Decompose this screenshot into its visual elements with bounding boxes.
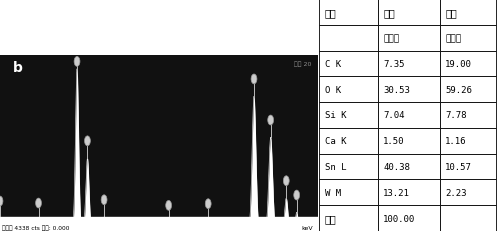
Bar [0,217,318,231]
Text: 100.00: 100.00 [383,214,416,223]
Circle shape [284,176,289,186]
Bar [440,26,496,51]
Text: 7.78: 7.78 [446,111,467,120]
Bar [440,128,496,154]
Text: 百分比: 百分比 [383,34,400,43]
Circle shape [294,190,300,200]
Text: 40.38: 40.38 [383,162,410,171]
Text: 7.35: 7.35 [383,60,404,69]
Circle shape [166,201,172,210]
Bar [320,180,378,205]
Bar [440,205,496,231]
Bar [378,154,440,180]
Text: 谱图 20: 谱图 20 [294,61,311,66]
Text: Sn L: Sn L [325,162,346,171]
Bar [320,0,378,26]
Text: W M: W M [325,188,341,197]
Text: 1.16: 1.16 [446,137,467,146]
Text: 满量程 4338 cts 光标: 0.000: 满量程 4338 cts 光标: 0.000 [2,224,70,230]
Text: 30.53: 30.53 [383,85,410,94]
Bar [440,77,496,103]
Bar [320,103,378,128]
Text: 原子: 原子 [446,8,457,18]
Bar [378,180,440,205]
Text: 19.00: 19.00 [446,60,472,69]
Bar [378,103,440,128]
Bar [440,0,496,26]
Text: keV: keV [301,225,312,230]
Text: 总量: 总量 [325,213,336,223]
Text: b: b [12,61,22,75]
Text: 1.50: 1.50 [383,137,404,146]
Circle shape [84,136,90,146]
Bar [320,205,378,231]
Bar [378,77,440,103]
Circle shape [268,116,274,125]
Bar [378,51,440,77]
Bar [378,26,440,51]
Bar [440,51,496,77]
Bar [320,154,378,180]
Text: Si K: Si K [325,111,346,120]
Bar [440,103,496,128]
Circle shape [74,57,80,67]
Text: 重量: 重量 [383,8,395,18]
Text: 2.23: 2.23 [446,188,467,197]
Bar [440,154,496,180]
Circle shape [36,198,42,208]
Circle shape [0,196,3,206]
Bar [440,180,496,205]
Bar [320,26,378,51]
Text: 59.26: 59.26 [446,85,472,94]
Bar [320,51,378,77]
Text: 元素: 元素 [325,8,336,18]
Bar [378,128,440,154]
Bar [320,128,378,154]
Text: 13.21: 13.21 [383,188,410,197]
Circle shape [206,199,211,209]
Text: 10.57: 10.57 [446,162,472,171]
Bar [378,0,440,26]
Bar [378,205,440,231]
Circle shape [101,195,107,205]
Circle shape [251,75,257,85]
Text: C K: C K [325,60,341,69]
Text: 百分比: 百分比 [446,34,462,43]
Bar [320,77,378,103]
Text: O K: O K [325,85,341,94]
Text: 7.04: 7.04 [383,111,404,120]
Text: Ca K: Ca K [325,137,346,146]
